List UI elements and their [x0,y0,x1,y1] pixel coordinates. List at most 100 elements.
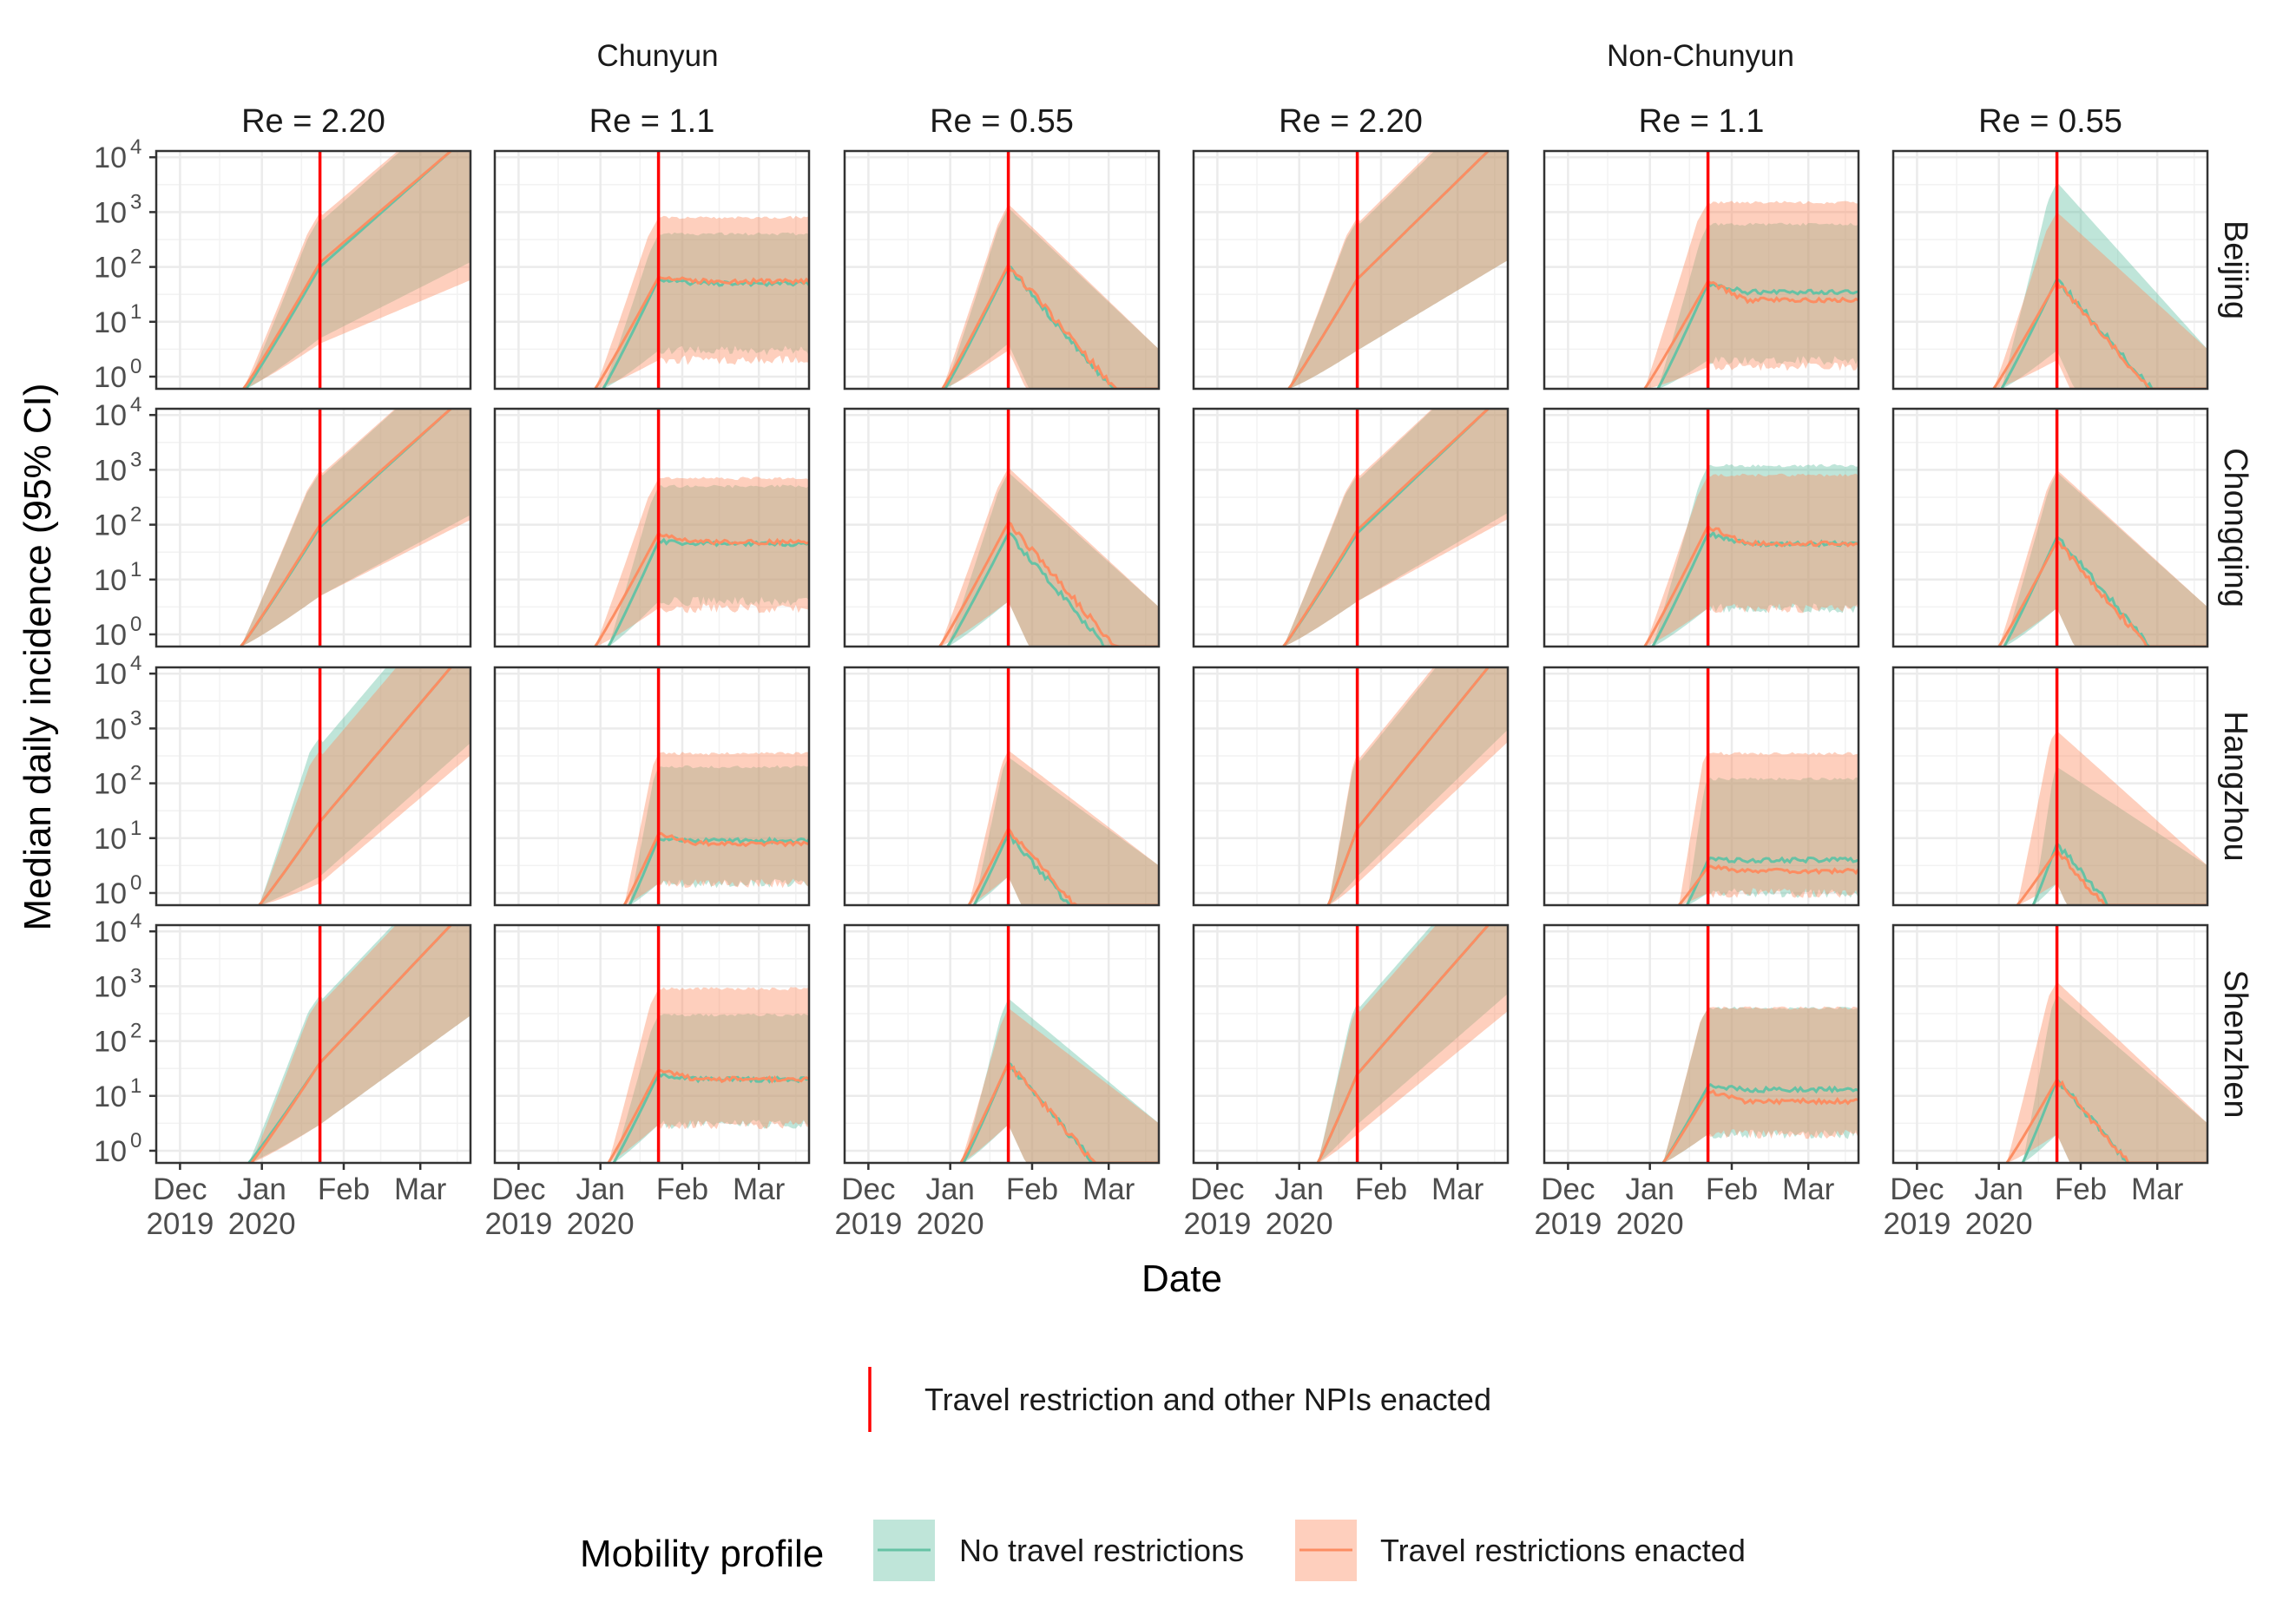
ci-ribbon-restrictions [1283,409,1508,647]
ci-ribbon-no-restrictions [963,998,1159,1163]
ci-ribbon-restrictions [960,1008,1159,1163]
x-tick-label: Jan [576,1172,624,1206]
median-line-restrictions [2005,1076,2207,1163]
ci-ribbon-no-restrictions [1288,151,1508,389]
y-tick-exponent: 0 [130,613,141,636]
panel-border [1192,149,1510,391]
ci-ribbon-restrictions [595,476,809,647]
ci-ribbon-no-restrictions [629,765,809,905]
ci-ribbon-no-restrictions [1283,409,1508,647]
column-strip-label: Re = 0.55 [930,103,1074,140]
median-line-no-restrictions [946,531,1159,647]
y-tick-exponent: 1 [130,1074,141,1098]
y-tick-exponent: 2 [130,762,141,785]
x-tick-label: Jan [1274,1172,1323,1206]
ci-ribbon-restrictions [1993,212,2207,389]
median-line-restrictions [242,151,453,389]
median-line-restrictions [594,530,809,647]
ci-ribbon-restrictions [1679,752,1859,905]
median-line-restrictions [240,409,453,647]
x-tick-label: Dec [841,1172,895,1206]
ci-ribbon-restrictions [942,204,1159,389]
y-tick-label: 10 [94,916,127,949]
ci-ribbon-restrictions [939,467,1159,647]
y-tick-label: 10 [94,768,127,801]
ci-ribbon-no-restrictions [2003,472,2207,647]
y-tick-label: 10 [94,712,127,745]
median-line-restrictions [1316,925,1490,1163]
ci-ribbon-no-restrictions [248,925,470,1163]
median-line-no-restrictions [972,831,1159,905]
x-tick-label: Jan [1625,1172,1674,1206]
x-tick-label: Mar [1082,1172,1135,1206]
ci-ribbon-no-restrictions [613,1013,809,1163]
panel-border [493,666,811,907]
ci-ribbon-restrictions [259,667,470,905]
median-line-restrictions [938,520,1159,647]
ci-ribbon-no-restrictions [1652,463,1859,647]
median-line-restrictions [1643,523,1859,647]
panel-hangzhou-col-3 [843,666,1161,907]
y-tick-label: 10 [94,252,127,285]
legend-label-no-restrictions: No travel restrictions [959,1533,1244,1568]
panel-chongqing-col-6 [1891,407,2209,648]
ci-ribbon-restrictions [1288,151,1508,389]
x-tick-label: Jan [237,1172,286,1206]
x-tick-label: 2020 [567,1207,635,1241]
column-strip-label: Re = 2.20 [1279,103,1423,140]
ci-ribbon-restrictions [1644,200,1859,389]
y-axis-title: Median daily incidence (95% CI) [16,384,59,931]
panel-beijing-col-2 [493,149,811,391]
median-line-restrictions [1282,409,1490,647]
legend-npi-label: Travel restriction and other NPIs enacte… [924,1382,1491,1417]
y-tick-label: 10 [94,1080,127,1113]
y-tick-label: 10 [94,399,127,432]
column-strip-label: Re = 0.55 [1978,103,2122,140]
median-line-no-restrictions [2031,841,2207,905]
panel-beijing-col-5 [1543,149,1860,391]
panel-border [493,149,811,391]
y-tick-exponent: 2 [130,1020,141,1043]
ci-ribbon-restrictions [243,151,470,389]
panel-border [1192,923,1510,1165]
x-tick-label: 2019 [146,1207,214,1241]
panel-border [843,666,1161,907]
panel-border [1192,407,1510,648]
panel-border [155,923,472,1165]
ci-ribbon-no-restrictions [259,667,470,905]
panel-border [155,149,472,391]
ci-ribbon-restrictions [1328,667,1508,905]
ci-ribbon-no-restrictions [240,409,470,647]
row-strip-label: Beijing [2217,220,2253,319]
y-tick-exponent: 4 [130,135,141,159]
panel-chongqing-col-4 [1192,407,1510,648]
panel-chongqing-col-2 [493,407,811,648]
y-tick-exponent: 0 [130,1129,141,1152]
x-tick-label: 2020 [917,1207,984,1241]
median-line-restrictions [594,275,809,389]
x-tick-label: 2020 [1965,1207,2033,1241]
ci-ribbon-restrictions [595,215,809,389]
y-tick-exponent: 4 [130,393,141,417]
ci-ribbon-no-restrictions [974,757,1159,905]
x-tick-label: Feb [1355,1172,1407,1206]
x-tick-label: 2019 [484,1207,552,1241]
panel-hangzhou-col-2 [493,666,811,907]
y-tick-exponent: 2 [130,503,141,527]
x-tick-label: 2020 [1266,1207,1333,1241]
ci-ribbon-no-restrictions [2033,766,2207,905]
y-tick-exponent: 2 [130,246,141,269]
y-tick-label: 10 [94,306,127,339]
ci-ribbon-restrictions [240,409,470,647]
panel-border [1543,407,1860,648]
panel-border [493,923,811,1165]
panel-border [155,666,472,907]
x-tick-label: 2020 [228,1207,296,1241]
y-tick-label: 10 [94,658,127,691]
y-tick-label: 10 [94,196,127,229]
ci-ribbon-restrictions [1644,473,1859,647]
